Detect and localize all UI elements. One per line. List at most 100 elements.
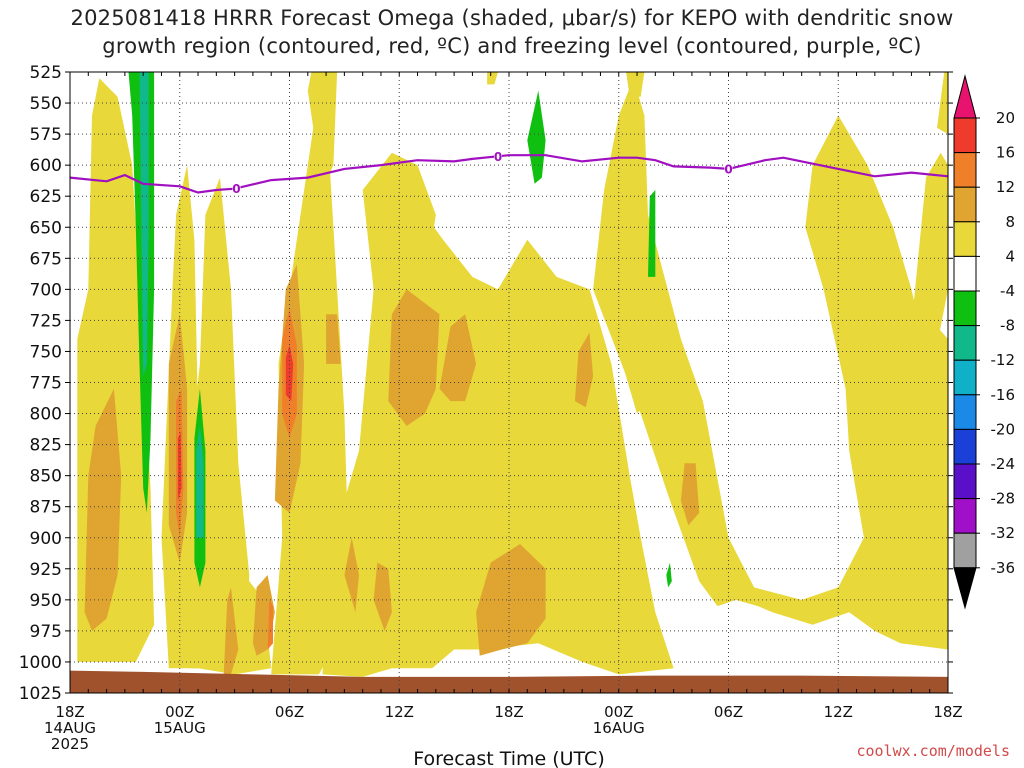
- x-tick-label: 00Z: [604, 703, 633, 721]
- omega-8-12-region: [373, 562, 392, 631]
- y-tick-label: 750: [30, 342, 62, 362]
- colorbar-bottom-arrow: [953, 567, 977, 610]
- omega-4-8-region: [593, 78, 948, 650]
- colorbar-label: -36: [991, 559, 1016, 577]
- y-tick-label: 825: [30, 436, 62, 456]
- y-tick-label: 675: [30, 249, 62, 269]
- x-tick-label: 06Z: [275, 703, 304, 721]
- colorbar-label: -24: [991, 455, 1016, 473]
- y-tick-label: 925: [30, 560, 62, 580]
- freezing-level-label-bg: [724, 162, 733, 175]
- x-tick-label: 18Z: [55, 703, 84, 721]
- omega-neg-8-12-region: [196, 426, 204, 538]
- x-tick-label: 12Z: [824, 703, 853, 721]
- y-tick-label: 900: [30, 529, 62, 549]
- omega-4-8-region: [362, 152, 436, 290]
- colorbar-segment: [953, 532, 977, 569]
- y-tick-label: 575: [30, 125, 62, 145]
- colorbar-label: -16: [991, 386, 1016, 404]
- x-tick-label: 18Z: [494, 703, 523, 721]
- colorbar-label: 8: [1005, 213, 1015, 231]
- colorbar-segment: [953, 255, 977, 292]
- colorbar-segment: [953, 186, 977, 223]
- omega-4-8-region: [907, 152, 948, 364]
- omega-8-12-region: [680, 463, 700, 526]
- x-tick-label: 2025: [51, 735, 89, 753]
- omega-4-8-region: [307, 72, 338, 190]
- freezing-level-label-bg: [232, 182, 241, 195]
- y-tick-label: 1000: [19, 653, 62, 673]
- y-tick-label: 800: [30, 405, 62, 425]
- colorbar-label: 16: [996, 144, 1015, 162]
- omega-16-20-region: [285, 345, 294, 402]
- colorbar-label: -28: [991, 490, 1016, 508]
- omega-4-8-region: [622, 227, 659, 414]
- omega-neg-4-8-region: [527, 90, 546, 184]
- y-tick-label: 875: [30, 498, 62, 518]
- y-tick-label: 600: [30, 156, 62, 176]
- x-tick-label: 06Z: [714, 703, 743, 721]
- x-tick-label: 18Z: [933, 703, 962, 721]
- colorbar-segment: [953, 152, 977, 188]
- x-axis-label: Forecast Time (UTC): [413, 748, 604, 768]
- omega-8-12-region: [84, 388, 122, 631]
- x-tick-label: 14AUG: [44, 719, 96, 737]
- omega-4-8-region: [487, 72, 498, 85]
- colorbar-segment: [953, 463, 977, 500]
- y-tick-label: 975: [30, 622, 62, 642]
- omega-8-12-region: [344, 537, 359, 613]
- y-tick-label: 700: [30, 280, 62, 300]
- omega-8-12-region: [326, 314, 341, 364]
- omega-neg-8-12-region: [139, 72, 149, 377]
- omega-4-8-region: [271, 90, 348, 675]
- y-axis-ticks: 525 550 575 600 625 650 675 700 725 750 775 800 825 8…: [19, 63, 953, 704]
- y-tick-label: 950: [30, 591, 62, 611]
- colorbar-segment: [953, 359, 977, 396]
- colorbar-label: -4: [1000, 282, 1015, 300]
- omega-neg-4-8-region: [648, 190, 656, 277]
- grid-lines: [69, 71, 949, 694]
- y-tick-label: 525: [30, 63, 62, 83]
- colorbar-label: 20: [996, 109, 1015, 127]
- y-tick-label: 725: [30, 311, 62, 331]
- y-tick-label: 775: [30, 374, 62, 394]
- freezing-level-contour: 0 0 0: [69, 150, 949, 196]
- source-credit: coolwx.com/models: [856, 742, 1010, 760]
- colorbar-label: -12: [991, 351, 1016, 369]
- x-tick-label: 16AUG: [593, 719, 645, 737]
- colorbar-segment: [953, 117, 977, 154]
- colorbar-segment: [953, 498, 977, 534]
- omega-8-12-region: [388, 289, 440, 426]
- omega-16-20-region: [177, 432, 182, 501]
- colorbar-label: 12: [996, 178, 1015, 196]
- colorbar-label: -20: [991, 420, 1016, 438]
- colorbar-segment: [953, 221, 977, 257]
- x-tick-label: 12Z: [385, 703, 414, 721]
- y-tick-label: 550: [30, 94, 62, 114]
- freezing-level-label-bg: [494, 150, 503, 163]
- colorbar-label: -32: [991, 524, 1016, 542]
- colorbar-segment: [953, 428, 977, 465]
- y-tick-label: 1025: [19, 684, 62, 704]
- colorbar-label: 4: [1005, 247, 1015, 265]
- freezing-level-label: 0: [232, 182, 240, 196]
- colorbar-label: -8: [1000, 317, 1015, 335]
- omega-4-8-region: [626, 72, 645, 97]
- colorbar-segment: [953, 325, 977, 361]
- colorbar-segment: [953, 290, 977, 327]
- omega-12-16-region: [267, 599, 273, 650]
- freezing-level-label: 0: [494, 150, 502, 164]
- omega-8-12-region: [439, 314, 477, 402]
- colorbar-top-arrow: [953, 74, 977, 119]
- y-tick-label: 625: [30, 187, 62, 207]
- chart-title-line1: 2025081418 HRRR Forecast Omega (shaded, …: [70, 6, 954, 30]
- y-tick-label: 850: [30, 467, 62, 487]
- x-tick-label: 00Z: [165, 703, 194, 721]
- y-tick-label: 650: [30, 218, 62, 238]
- x-tick-label: 15AUG: [154, 719, 206, 737]
- omega-8-12-region: [574, 332, 594, 408]
- chart-title-line2: growth region (contoured, red, ºC) and f…: [102, 34, 922, 58]
